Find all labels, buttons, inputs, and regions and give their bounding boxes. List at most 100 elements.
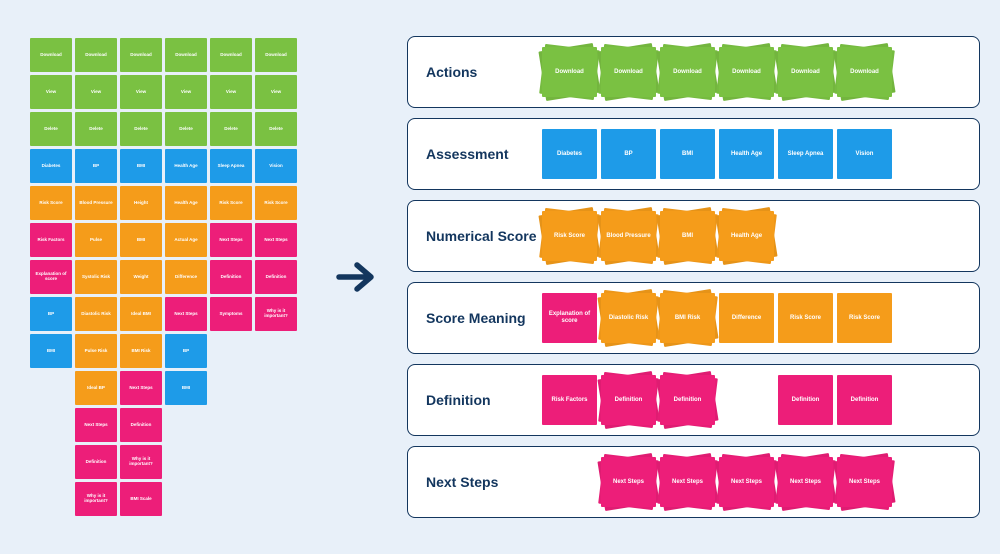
sticky-tile: Why is it important? — [255, 297, 297, 331]
panel-label: Actions — [426, 64, 542, 80]
card-front: BP — [601, 129, 656, 179]
sticky-tile: Definition — [75, 445, 117, 479]
sticky-tile: Risk Factors — [30, 223, 72, 257]
sticky-tile: View — [120, 75, 162, 109]
card-front: Blood Pressure — [601, 211, 656, 261]
card-front: Download — [778, 47, 833, 97]
card-front: Explanation of score — [542, 293, 597, 343]
card-slot: BMI — [660, 129, 715, 179]
sticky-tile: Pulse Risk — [75, 334, 117, 368]
sticky-tile: Risk Score — [255, 186, 297, 220]
grid-row: Why is it important?BMI Scale — [30, 482, 297, 516]
grid-row: BMIPulse RiskBMI RiskBP — [30, 334, 297, 368]
panel-cards: Explanation of scoreDiastolic RiskBMI Ri… — [542, 293, 965, 343]
sticky-tile: Sleep Apnea — [210, 149, 252, 183]
card-front: Next Steps — [778, 457, 833, 507]
card-slot: Vision — [837, 129, 892, 179]
sticky-tile: Diastolic Risk — [75, 297, 117, 331]
card-slot: Definition — [660, 375, 715, 425]
panel-label: Next Steps — [426, 474, 542, 490]
sticky-tile: BMI — [30, 334, 72, 368]
sticky-tile: Download — [30, 38, 72, 72]
categorized-panels: ActionsDownloadDownloadDownloadDownloadD… — [407, 36, 980, 518]
sticky-tile: Explanation of score — [30, 260, 72, 294]
grid-row: DeleteDeleteDeleteDeleteDeleteDelete — [30, 112, 297, 146]
panel-label: Assessment — [426, 146, 542, 162]
sticky-tile: Health Age — [165, 186, 207, 220]
card-front: Risk Factors — [542, 375, 597, 425]
sticky-tile: View — [210, 75, 252, 109]
category-panel: Numerical ScoreRisk ScoreBlood PressureB… — [407, 200, 980, 272]
card-front: Risk Score — [778, 293, 833, 343]
sticky-tile: Delete — [120, 112, 162, 146]
card-slot: Download — [542, 47, 597, 97]
panel-cards: Risk FactorsDefinitionDefinitionDefiniti… — [542, 375, 965, 425]
card-front: Risk Score — [837, 293, 892, 343]
arrow-icon — [333, 254, 379, 300]
card-slot: BMI — [660, 211, 715, 261]
sticky-tile: Next Steps — [165, 297, 207, 331]
category-panel: Score MeaningExplanation of scoreDiastol… — [407, 282, 980, 354]
sticky-tile: Delete — [210, 112, 252, 146]
sticky-tile: Difference — [165, 260, 207, 294]
card-front: Definition — [660, 375, 715, 425]
grid-row: Explanation of scoreSystolic RiskWeightD… — [30, 260, 297, 294]
grid-row: Ideal BPNext StepsBMI — [30, 371, 297, 405]
card-front: Health Age — [719, 211, 774, 261]
sticky-tile: View — [165, 75, 207, 109]
card-front: Diabetes — [542, 129, 597, 179]
card-front: Download — [837, 47, 892, 97]
sticky-tile: Health Age — [165, 149, 207, 183]
card-slot: Next Steps — [837, 457, 892, 507]
panel-cards: DiabetesBPBMIHealth AgeSleep ApneaVision — [542, 129, 965, 179]
card-slot: Definition — [778, 375, 833, 425]
sticky-tile: Delete — [165, 112, 207, 146]
sticky-tile: Why is it important? — [75, 482, 117, 516]
sticky-tile: Download — [75, 38, 117, 72]
sticky-tile: BMI — [120, 223, 162, 257]
sticky-tile: BP — [165, 334, 207, 368]
grid-row: Risk ScoreBlood PressureHeightHealth Age… — [30, 186, 297, 220]
diagram-layout: DownloadDownloadDownloadDownloadDownload… — [0, 16, 1000, 538]
card-front: Difference — [719, 293, 774, 343]
card-front: Vision — [837, 129, 892, 179]
unsorted-grid: DownloadDownloadDownloadDownloadDownload… — [30, 38, 297, 516]
card-slot: Definition — [837, 375, 892, 425]
card-slot: Risk Score — [837, 293, 892, 343]
card-slot: Definition — [601, 375, 656, 425]
sticky-tile: BMI Scale — [120, 482, 162, 516]
card-slot: Next Steps — [719, 457, 774, 507]
category-panel: AssessmentDiabetesBPBMIHealth AgeSleep A… — [407, 118, 980, 190]
sticky-tile: Risk Score — [30, 186, 72, 220]
card-front: Download — [719, 47, 774, 97]
sticky-tile: Delete — [75, 112, 117, 146]
card-slot: Difference — [719, 293, 774, 343]
sticky-tile: Vision — [255, 149, 297, 183]
sticky-tile: Definition — [120, 408, 162, 442]
card-front: Next Steps — [660, 457, 715, 507]
sticky-tile: BP — [75, 149, 117, 183]
panel-cards: Risk ScoreBlood PressureBMIHealth Age — [542, 211, 965, 261]
card-front: Next Steps — [719, 457, 774, 507]
card-slot: Download — [778, 47, 833, 97]
card-front: Definition — [837, 375, 892, 425]
card-slot: Diabetes — [542, 129, 597, 179]
sticky-tile: Definition — [255, 260, 297, 294]
card-slot: BMI Risk — [660, 293, 715, 343]
card-front: Download — [601, 47, 656, 97]
card-front: Risk Score — [542, 211, 597, 261]
sticky-tile: Systolic Risk — [75, 260, 117, 294]
sticky-tile: BMI — [120, 149, 162, 183]
card-slot: Blood Pressure — [601, 211, 656, 261]
sticky-tile: View — [255, 75, 297, 109]
sticky-tile: Delete — [255, 112, 297, 146]
card-slot: Download — [601, 47, 656, 97]
sticky-tile: Actual Age — [165, 223, 207, 257]
category-panel: ActionsDownloadDownloadDownloadDownloadD… — [407, 36, 980, 108]
panel-cards: Next StepsNext StepsNext StepsNext Steps… — [542, 457, 965, 507]
sticky-tile: Pulse — [75, 223, 117, 257]
sticky-tile: Ideal BP — [75, 371, 117, 405]
grid-row: Next StepsDefinition — [30, 408, 297, 442]
sticky-tile: Download — [255, 38, 297, 72]
grid-row: DefinitionWhy is it important? — [30, 445, 297, 479]
